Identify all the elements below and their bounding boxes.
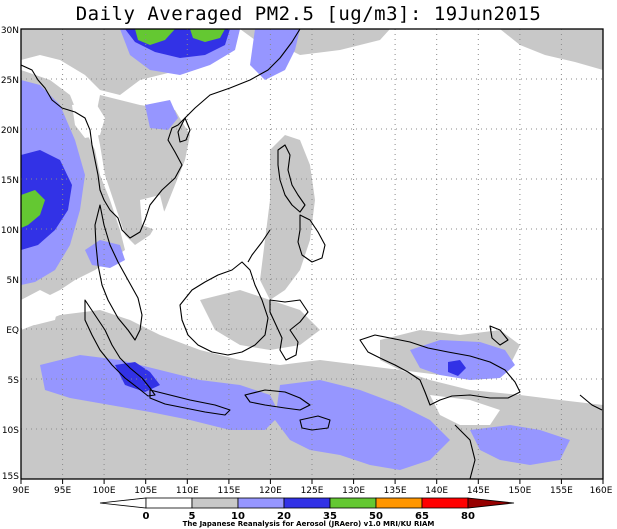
lat-label: 15S: [2, 472, 19, 482]
lat-label: 10S: [2, 426, 19, 436]
lon-label: 145E: [467, 486, 490, 496]
colorbar-bin: [421, 497, 469, 509]
lon-label: 90E: [12, 486, 29, 496]
colorbar-label: 50: [369, 511, 383, 522]
lon-label: 140E: [425, 486, 448, 496]
colorbar-label: 20: [277, 511, 291, 522]
colorbar-bin: [191, 497, 239, 509]
colorbar-high-arrow: [467, 497, 515, 509]
coastlines: [21, 29, 603, 479]
colorbar-bin: [237, 497, 285, 509]
lon-label: 130E: [342, 486, 365, 496]
axis-ticks: [20, 479, 604, 484]
lat-label: 20N: [1, 126, 19, 136]
lon-label: 125E: [301, 486, 324, 496]
latitude-labels: 30N 25N 20N 15N 10N 5N EQ 5S 10S 15S: [1, 26, 19, 482]
data-credit: The Japanese Reanalysis for Aerosol (JRA…: [182, 520, 435, 528]
lat-label: 5N: [7, 276, 19, 286]
lon-label: 95E: [54, 486, 71, 496]
colorbar-labels: 0 5 10 20 35 50 65 80: [143, 511, 475, 522]
lon-label: 110E: [176, 486, 199, 496]
longitude-labels: 90E 95E 100E 105E 110E 115E 120E 125E 13…: [12, 486, 612, 496]
colorbar-label: 65: [415, 511, 429, 522]
lat-label: 30N: [1, 26, 19, 36]
colorbar-label: 0: [143, 511, 150, 522]
lat-label: 10N: [1, 226, 19, 236]
lon-label: 120E: [259, 486, 282, 496]
colorbar-bin: [375, 497, 423, 509]
colorbar-label: 35: [323, 511, 337, 522]
lon-label: 150E: [508, 486, 531, 496]
colorbar-bin: [283, 497, 331, 509]
lon-label: 100E: [93, 486, 116, 496]
lon-label: 135E: [384, 486, 407, 496]
lat-label: 25N: [1, 76, 19, 86]
colorbar-label: 80: [461, 511, 475, 522]
lon-label: 155E: [550, 486, 573, 496]
colorbar-label: 5: [189, 511, 196, 522]
lat-label: EQ: [6, 326, 19, 336]
colorbar-bin: [145, 497, 193, 509]
lon-label: 160E: [590, 486, 613, 496]
lat-label: 15N: [1, 176, 19, 186]
colorbar-low-arrow: [99, 497, 147, 509]
lat-label: 5S: [8, 376, 20, 386]
lon-label: 105E: [134, 486, 157, 496]
colorbar-label: 10: [231, 511, 245, 522]
colorbar: [99, 497, 515, 509]
lon-label: 115E: [217, 486, 240, 496]
colorbar-bin: [329, 497, 377, 509]
lat-lon-grid: [21, 29, 603, 479]
map-title: Daily Averaged PM2.5 [ug/m3]: 19Jun2015: [75, 3, 542, 25]
